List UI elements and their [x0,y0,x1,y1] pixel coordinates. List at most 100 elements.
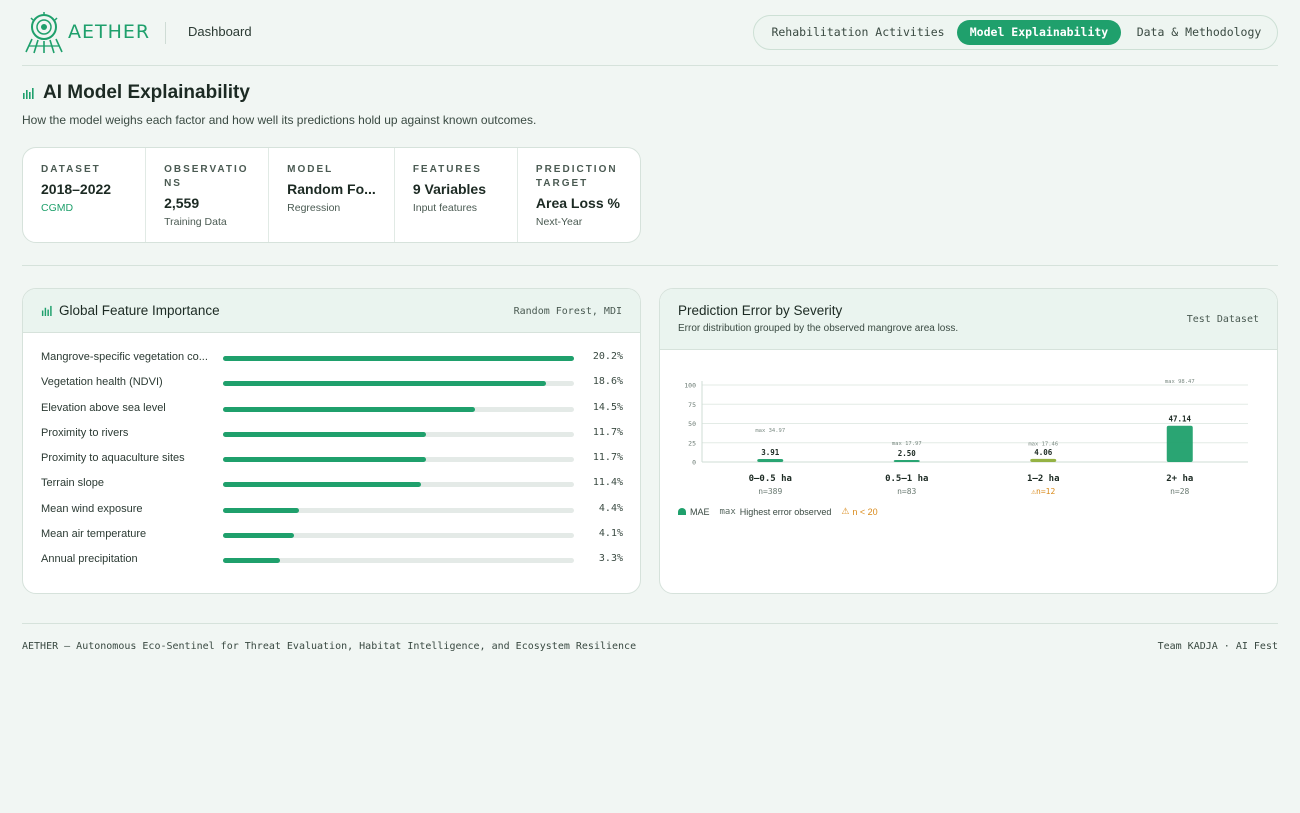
error-bar [893,460,920,462]
error-bar-chart: 0 25 50 75 100 3.91 max 34.97 0–0.5 ha n=389 2.50… [684,379,1248,496]
brand-logo[interactable]: AETHER [22,10,150,54]
feature-row: Proximity to aquaculture sites 11.7% [41,446,623,471]
y-tick-label: 100 [684,382,696,390]
feature-value: 18.6% [592,376,623,388]
feature-bar [223,533,295,539]
bar-chart-icon [41,305,52,316]
feature-bar-track [223,381,574,387]
bar-value-label: 3.91 [761,448,780,457]
feature-row: Annual precipitation 3.3% [41,547,623,572]
feature-bar-track [223,482,574,488]
feature-importance-panel: Global Feature Importance Random Forest,… [22,288,641,594]
legend-max-label: Highest error observed [739,506,832,517]
legend-mae-label: MAE [690,506,710,517]
bar-value-label: 4.06 [1034,448,1053,457]
bar-chart-icon [23,88,34,99]
bar-max-label: max 17.97 [892,441,922,447]
warning-icon: ⚠ [841,506,850,516]
panel-tag: Test Dataset [1186,314,1259,325]
stat-sub: Regression [287,202,341,214]
feature-bar [223,482,422,488]
feature-value: 11.4% [592,477,623,489]
stat-label: Model [287,164,334,175]
bar-value-label: 47.14 [1168,415,1191,424]
x-category-label: 0–0.5 ha [749,474,792,484]
tab-model-explainability[interactable]: Model Explainability [957,20,1121,45]
feature-bar [223,457,427,463]
feature-value: 20.2% [592,351,623,362]
mae-swatch-icon [678,508,686,515]
tab-data-methodology[interactable]: Data & Methodology [1136,25,1262,39]
y-tick-label: 50 [688,420,696,428]
stat-label: Observations [164,164,249,189]
panel-header: Prediction Error by Severity Error distr… [660,289,1277,350]
feature-list: Mangrove-specific vegetation co... 20.2% V… [41,345,623,573]
feature-value: 11.7% [592,452,623,464]
feature-value: 4.1% [598,528,623,540]
x-category-label: 0.5–1 ha [885,474,928,484]
stat-prediction-target: Prediction Target Area Loss % Next-Year [518,148,640,242]
feature-bar [223,507,300,513]
feature-value: 4.4% [598,502,623,514]
page-title-row: AI Model Explainability [22,82,250,104]
x-category-label: 1–2 ha [1027,474,1060,484]
feature-name: Mean wind exposure [41,502,143,515]
brand-divider [165,22,166,44]
feature-name: Vegetation health (NDVI) [41,376,163,389]
model-summary-card: Dataset 2018–2022 CGMD Observations 2,55… [22,147,641,243]
legend-low-sample: ⚠ n < 20 [841,506,877,517]
feature-row: Vegetation health (NDVI) 18.6% [41,370,623,395]
legend-mae: MAE [678,507,710,517]
x-category-label: 2+ ha [1166,474,1193,484]
stat-dataset: Dataset 2018–2022 CGMD [23,148,147,242]
feature-bar-track [223,431,574,437]
legend-max: max Highest error observed [720,507,832,517]
prediction-error-panel: Prediction Error by Severity Error distr… [659,288,1278,594]
stat-label: Features [412,164,482,175]
aether-logo-icon [25,12,63,54]
footer-tagline: AETHER — Autonomous Eco-Sentinel for Thr… [22,641,637,652]
feature-row: Mean air temperature 4.1% [41,522,623,547]
bar-max-label: max 98.47 [1165,379,1195,385]
feature-name: Mangrove-specific vegetation co... [41,351,208,363]
stat-value: Area Loss % [535,195,620,211]
feature-row: Elevation above sea level 14.5% [41,396,623,421]
feature-bar-track [223,558,574,564]
stat-sub: Input features [412,202,478,214]
bar-max-label: max 34.97 [755,428,785,434]
section-divider [22,265,1278,266]
stat-model: Model Random Fo... Regression [269,148,395,242]
feature-name: Annual precipitation [41,553,138,566]
panel-description: Error distribution grouped by the observ… [678,323,959,334]
feature-bar-track [223,533,574,539]
sample-count-label: n=83 [897,487,916,496]
error-bar [757,458,784,462]
chart-legend: MAE max Highest error observed ⚠ n < 20 [678,506,888,517]
stat-sub: Training Data [164,216,227,228]
stat-features: Features 9 Variables Input features [395,148,518,242]
stat-value: Random Fo... [287,181,376,197]
tab-rehabilitation-activities[interactable]: Rehabilitation Activities [771,25,945,39]
stat-observations: Observations 2,559 Training Data [146,148,270,242]
feature-row: Mean wind exposure 4.4% [41,497,623,522]
feature-bar-track [223,507,574,513]
feature-name: Terrain slope [41,477,104,490]
stat-label: Prediction Target [535,164,618,189]
feature-bar-track [223,406,574,412]
feature-value: 11.7% [592,426,623,438]
feature-value: 14.5% [592,401,623,413]
feature-bar [223,406,475,412]
panel-title: Prediction Error by Severity [678,303,843,318]
header: AETHER Dashboard Rehabilitation Activiti… [22,0,1278,66]
stat-sub: Next-Year [535,216,583,228]
stat-sub: CGMD [41,202,74,214]
bar-value-label: 2.50 [898,449,917,458]
section-label: Dashboard [188,24,252,39]
legend-max-key: max [719,506,736,517]
stat-value: 2018–2022 [41,181,112,197]
panel-title: Global Feature Importance [59,303,220,318]
feature-name: Mean air temperature [41,528,147,541]
bar-max-label: max 17.46 [1028,442,1058,448]
sample-count-label: n=389 [758,487,782,496]
page-subtitle: How the model weighs each factor and how… [22,113,537,127]
